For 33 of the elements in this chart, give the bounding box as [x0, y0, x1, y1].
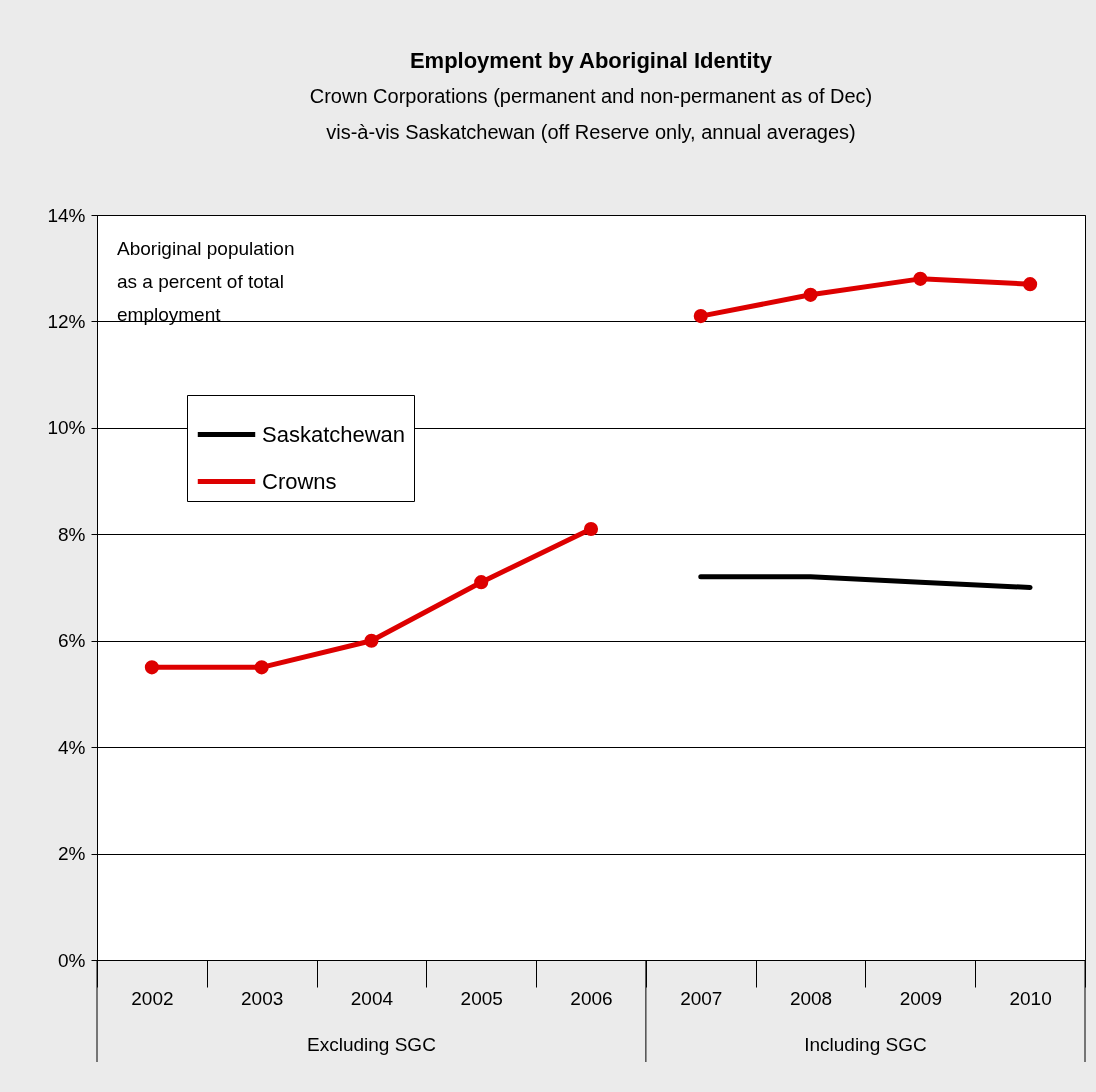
y-tick-label: 4% — [58, 736, 86, 758]
y-tick-label: 2% — [58, 843, 86, 865]
x-tick-label: 2004 — [350, 987, 394, 1009]
point — [144, 660, 159, 675]
y-tick-label: 12% — [47, 310, 86, 332]
x-tick-label: 2002 — [131, 987, 174, 1009]
y-tick-label: 0% — [58, 949, 86, 971]
legend-label: Crowns — [262, 468, 337, 494]
legend-label: Saskatchewan — [262, 421, 406, 447]
x-tick-label: 2007 — [680, 987, 723, 1009]
point — [1023, 277, 1038, 292]
x-tick-label: 2009 — [899, 987, 942, 1009]
point — [254, 660, 269, 675]
annotation: Aboriginal population as a percent of total employment — [117, 238, 295, 325]
x-tick-label: 2003 — [241, 987, 284, 1009]
text: Excluding SGC — [307, 1034, 436, 1055]
point — [364, 633, 379, 648]
point — [803, 287, 818, 302]
y-tick-label: 6% — [58, 630, 86, 652]
x-tick-label: 2006 — [570, 987, 613, 1009]
point — [583, 521, 599, 537]
chart-title: Employment by Aboriginal Identity — [409, 48, 773, 73]
x-tick-label: 2005 — [460, 987, 503, 1009]
chart-subtitle: Crown Corporations (permanent and non-permanent as of Dec) vis-à-vis Saskatchewan (off Reserve only, annual averages) — [309, 85, 873, 143]
point — [474, 575, 489, 590]
y-tick-label: 14% — [47, 204, 86, 226]
y-tick-label: 8% — [58, 523, 86, 545]
point — [693, 309, 708, 324]
text: Including SGC — [804, 1034, 927, 1055]
point — [913, 271, 928, 286]
x-tick-label: 2010 — [1009, 987, 1052, 1009]
x-tick-label: 2008 — [789, 987, 833, 1009]
y-tick-label: 10% — [47, 417, 86, 439]
